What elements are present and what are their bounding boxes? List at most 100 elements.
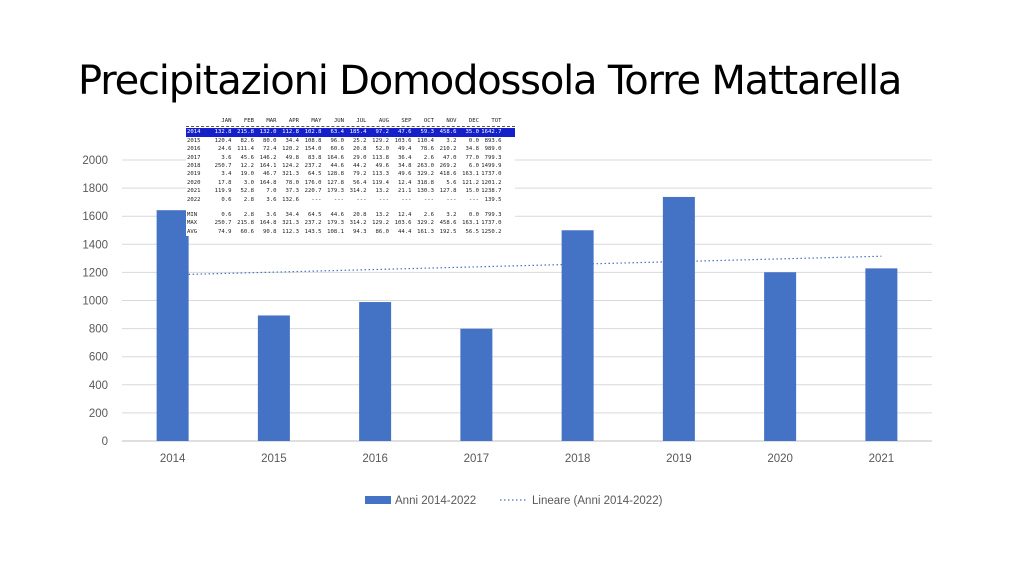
table-cell: 29.0 [353, 154, 367, 161]
table-cell: 237.2 [304, 162, 322, 169]
table-cell: 132.0 [259, 129, 277, 136]
table-cell: 2.8 [243, 211, 254, 218]
table-cell: 263.0 [417, 162, 434, 169]
table-cell: 2017 [187, 154, 201, 161]
table-cell: 3.6 [266, 211, 277, 218]
table-cell: AVG [187, 228, 198, 235]
table-cell: 80.0 [263, 137, 277, 144]
table-cell: 103.6 [394, 220, 412, 227]
table-cell: 3.2 [446, 211, 457, 218]
table-cell: 458.6 [439, 220, 457, 227]
table-cell: 132.6 [282, 196, 299, 203]
table-cell: 139.5 [484, 196, 502, 203]
table-cell: 35.0 [465, 129, 479, 136]
table-cell: 164.8 [259, 220, 277, 227]
bar [257, 315, 290, 441]
table-cell: 56.4 [353, 179, 367, 186]
table-cell: 17.8 [218, 179, 232, 186]
table-cell: 12.4 [398, 179, 412, 186]
table-cell: 143.5 [304, 228, 322, 235]
table-cell: 3.4 [221, 171, 232, 178]
table-cell: DEC [468, 118, 479, 124]
table-cell: MAY [311, 118, 322, 124]
table-cell: 2.6 [423, 211, 434, 218]
table-cell: 2016 [187, 146, 201, 153]
table-cell: 78.6 [420, 146, 434, 153]
table-separator [186, 126, 515, 128]
table-cell: 127.8 [439, 188, 457, 195]
table-cell: 59.3 [420, 129, 434, 136]
table-cell: 220.7 [304, 188, 322, 195]
y-tick-label: 1400 [82, 239, 108, 251]
table-cell: 146.2 [259, 154, 277, 161]
table-cell: 44.4 [398, 228, 412, 235]
table-cell: 90.8 [263, 228, 277, 235]
y-tick-label: 1600 [82, 211, 108, 223]
table-cell: FEB [243, 118, 254, 124]
table-cell: --- [311, 196, 322, 203]
table-cell: 120.2 [282, 146, 299, 153]
x-tick-label: 2015 [261, 453, 287, 465]
table-cell: 83.8 [308, 154, 322, 161]
y-tick-label: 400 [89, 380, 108, 392]
table-cell: 215.8 [237, 129, 254, 136]
table-cell: 314.2 [349, 188, 367, 195]
table-cell: 2.6 [423, 154, 434, 161]
table-cell: 34.4 [285, 211, 299, 218]
table-cell: 97.2 [375, 129, 389, 136]
table-cell: NOV [446, 118, 457, 124]
y-tick-label: 800 [89, 324, 108, 336]
table-cell: 799.3 [484, 154, 502, 161]
table-cell: OCT [423, 118, 434, 124]
x-tick-label: 2016 [362, 453, 388, 465]
table-cell: 6.0 [468, 162, 479, 169]
table-cell: 72.4 [263, 146, 277, 153]
table-cell: 60.6 [330, 146, 344, 153]
table-cell: 0.0 [468, 211, 479, 218]
table-cell: --- [468, 196, 479, 203]
bar [662, 196, 695, 441]
table-cell: 124.2 [282, 162, 299, 169]
bar [156, 210, 189, 441]
table-cell: 44.2 [353, 162, 367, 169]
y-tick-label: 1200 [82, 267, 108, 279]
table-cell: 130.3 [417, 188, 434, 195]
table-cell: 52.8 [240, 188, 254, 195]
table-cell: 192.5 [439, 228, 457, 235]
table-row: 2020 17.8 3.0 164.8 78.0 176.0 127.8 56.4 119.4 1… [186, 179, 515, 187]
table-cell: 164.6 [327, 154, 344, 161]
table-cell: 237.2 [304, 220, 322, 227]
table-row: 2019 3.4 19.0 46.7 321.3 64.5 128.8 79.2 113.3 49… [186, 170, 515, 178]
legend-swatch-bars [365, 496, 391, 504]
x-tick-label: 2021 [869, 453, 895, 465]
table-cell: 13.2 [375, 188, 389, 195]
table-cell: 2.8 [243, 196, 254, 203]
table-cell: 163.1 [462, 171, 479, 178]
table-summary-row: MAX 250.7 215.8 164.8 321.3 237.2 179.3 314.2 12… [186, 219, 515, 227]
table-cell: 0.0 [468, 137, 479, 144]
table-header-row: JAN FEB MAR APR MAY JUN JUL AUG SEP OCT NOV DEC TOT [186, 117, 515, 125]
table-cell: 44.6 [330, 162, 344, 169]
table-cell: MAX [187, 220, 198, 227]
bar [764, 272, 797, 441]
table-cell: 2020 [187, 179, 201, 186]
table-cell: 250.7 [214, 162, 232, 169]
table-cell: 64.5 [308, 171, 322, 178]
table-cell: 318.8 [417, 179, 434, 186]
table-cell: 210.2 [439, 146, 457, 153]
table-cell: MAR [266, 118, 277, 124]
table-cell: 49.4 [398, 146, 412, 153]
table-cell: 179.3 [327, 188, 344, 195]
table-cell: 128.8 [327, 171, 344, 178]
table-cell: 269.2 [439, 162, 457, 169]
table-cell: 56.5 [465, 228, 479, 235]
table-cell: 179.3 [327, 220, 344, 227]
table-cell: 96.0 [330, 137, 344, 144]
table-cell: 321.3 [282, 171, 299, 178]
table-cell: --- [446, 196, 457, 203]
table-cell: 60.6 [240, 228, 254, 235]
table-cell: 102.8 [304, 129, 322, 136]
table-cell: 12.2 [240, 162, 254, 169]
table-cell: 1642.7 [481, 129, 502, 136]
legend-label-bars: Anni 2014-2022 [395, 495, 476, 507]
